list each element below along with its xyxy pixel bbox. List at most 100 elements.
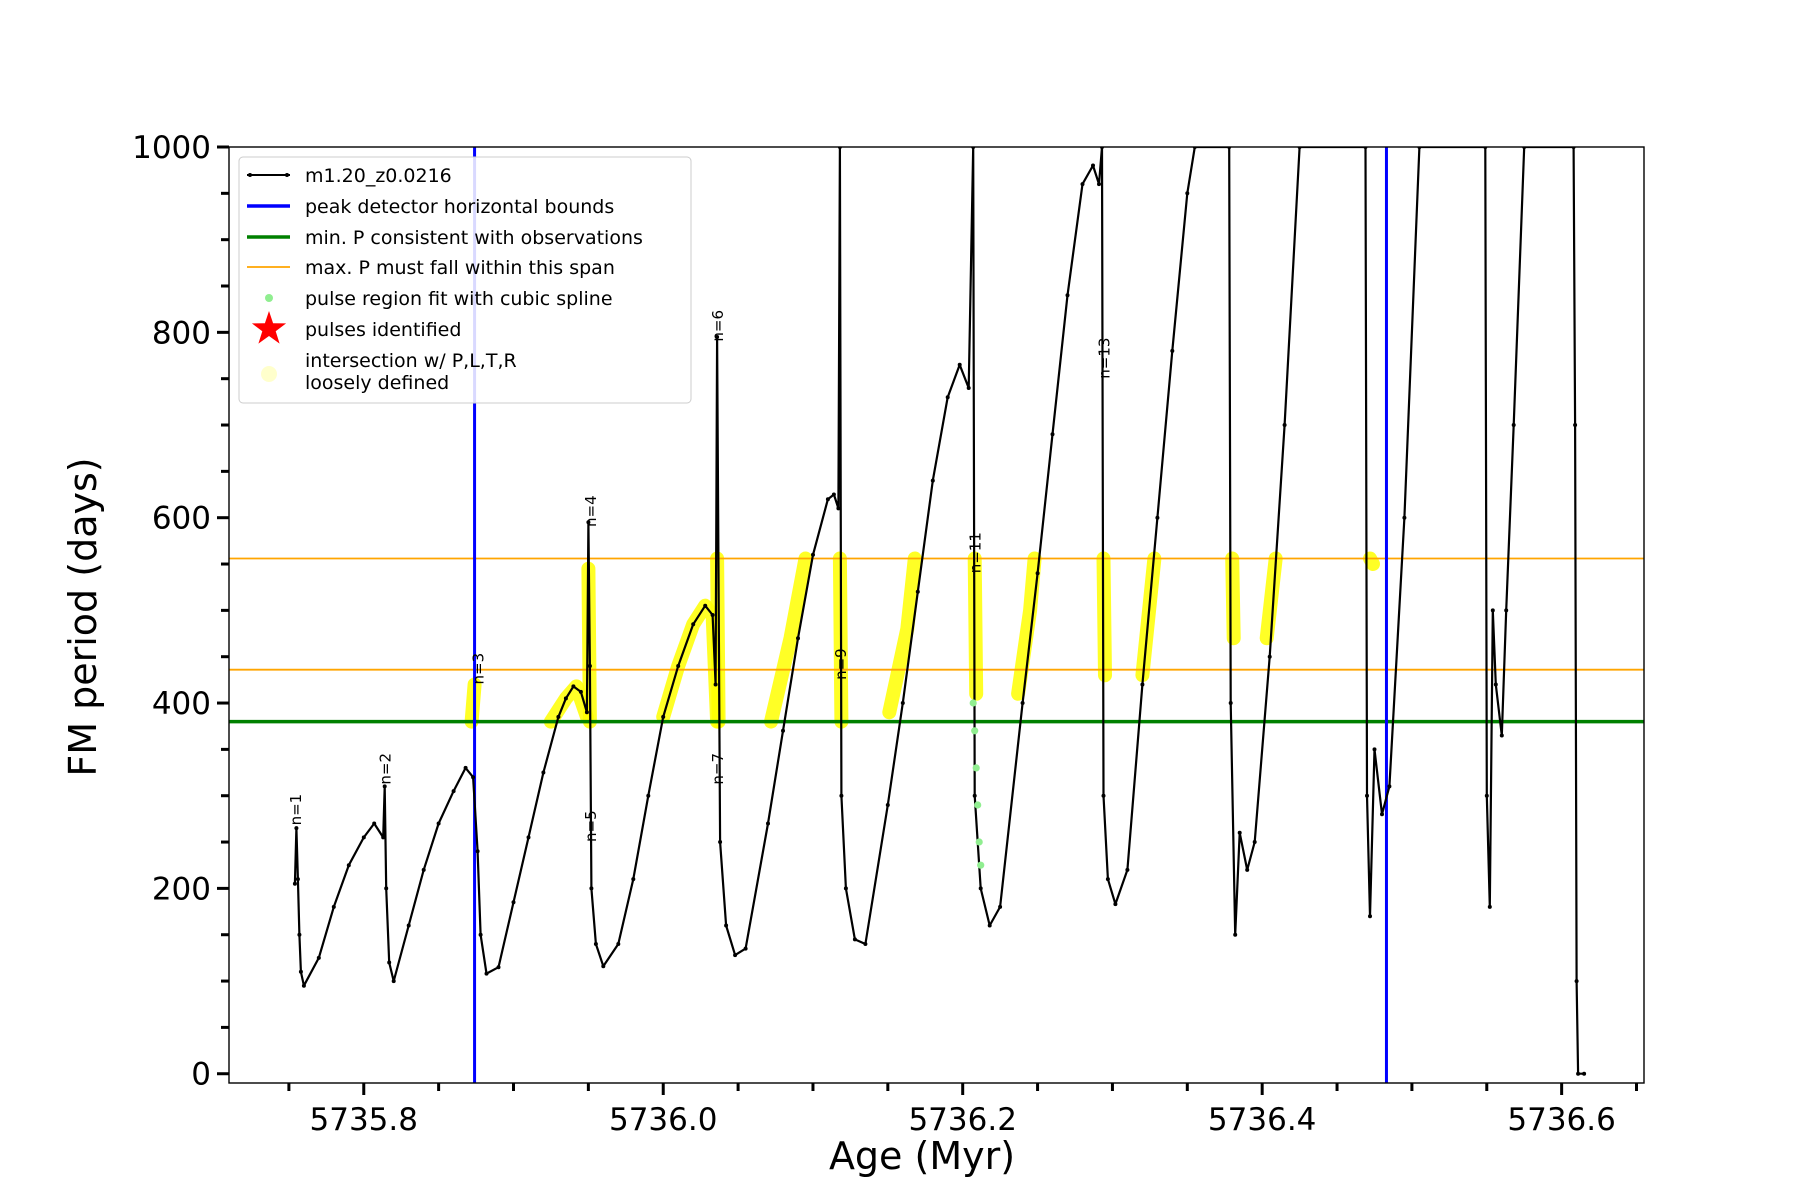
data-point	[406, 923, 411, 928]
data-point	[1237, 830, 1242, 835]
data-point	[661, 714, 666, 719]
data-point	[972, 793, 977, 798]
data-point	[836, 506, 841, 511]
data-point	[718, 840, 723, 844]
data-point	[316, 955, 321, 960]
data-point	[1487, 904, 1492, 909]
data-point	[331, 904, 336, 909]
spline-point	[975, 838, 983, 846]
data-point	[484, 971, 489, 976]
data-point	[616, 942, 621, 946]
legend-handle-marker	[248, 173, 252, 177]
plot-frame	[228, 146, 1645, 1084]
y-tick-label: 800	[152, 315, 211, 351]
spline-point	[977, 861, 985, 869]
data-point	[571, 684, 576, 689]
data-point	[586, 520, 591, 525]
data-point	[382, 784, 387, 789]
legend-box	[238, 156, 692, 404]
y-tick-label: 0	[191, 1057, 211, 1093]
data-point	[511, 900, 516, 905]
data-point	[295, 877, 300, 882]
pulse-annotation: n=3	[470, 653, 488, 685]
plot-area: n=1 n=2 n=3 n=4 n=5 n=6 n=7 n=9 n=11 n=13	[229, 147, 1644, 1083]
data-point	[1576, 1071, 1581, 1076]
data-point	[863, 942, 868, 946]
data-point	[556, 714, 561, 719]
data-point	[966, 386, 971, 390]
legend-label: pulses identified	[305, 319, 461, 341]
axes: 5735.8 5736.0 5736.2 5736.4 5736.6 0 200 400 600…	[132, 130, 1645, 1138]
data-point	[1050, 432, 1055, 437]
x-tick-label: 5736.2	[908, 1102, 1016, 1138]
y-tick-label: 1000	[132, 130, 211, 166]
data-point	[1267, 654, 1272, 659]
data-point	[496, 965, 501, 970]
data-point	[1511, 423, 1516, 427]
data-point	[1228, 701, 1233, 705]
data-point	[1372, 747, 1377, 752]
data-point	[1504, 608, 1509, 613]
data-point	[1493, 682, 1498, 687]
data-point	[978, 886, 983, 891]
data-point	[381, 835, 386, 840]
data-point	[1125, 867, 1130, 872]
data-point	[703, 603, 708, 608]
data-point	[1080, 182, 1085, 187]
data-point	[1574, 979, 1579, 984]
data-point	[593, 942, 598, 946]
data-point	[1582, 1071, 1587, 1076]
y-tick-label: 400	[152, 686, 211, 722]
data-point	[691, 622, 696, 627]
data-point	[471, 775, 476, 780]
data-point	[1035, 571, 1040, 576]
legend-label: loosely defined	[305, 372, 449, 394]
data-point	[1065, 293, 1070, 298]
data-point	[715, 335, 720, 339]
x-axis-label: Age (Myr)	[829, 1134, 1015, 1178]
data-point	[998, 904, 1003, 909]
data-point	[885, 803, 890, 807]
data-point	[478, 932, 483, 937]
x-tick-label: 5736.6	[1507, 1102, 1615, 1138]
data-point	[1097, 182, 1101, 187]
legend-handle	[265, 294, 273, 302]
data-point	[451, 789, 456, 794]
data-point	[346, 863, 351, 868]
data-point	[1282, 423, 1287, 427]
spline-point	[972, 764, 980, 772]
legend-entry: max. P must fall within this span	[247, 257, 615, 279]
data-point	[436, 821, 441, 826]
data-point	[1252, 840, 1257, 844]
data-point	[301, 983, 306, 988]
spline-point	[971, 727, 979, 735]
data-point	[825, 497, 830, 502]
data-point	[724, 923, 729, 928]
legend-label: pulse region fit with cubic spline	[305, 288, 613, 310]
pulse-annotation: n=1	[287, 794, 305, 826]
data-point	[421, 867, 426, 872]
data-point	[1573, 423, 1578, 427]
data-point	[1185, 191, 1190, 196]
yellow-intersection-14	[1363, 551, 1380, 571]
pulse-annotation: n=4	[582, 495, 600, 527]
data-point	[1387, 784, 1392, 789]
data-point	[852, 937, 857, 942]
legend-handle-marker	[285, 173, 289, 177]
y-axis-label: FM period (days)	[61, 457, 105, 776]
legend-label: max. P must fall within this span	[305, 257, 615, 279]
data-point	[1091, 163, 1095, 168]
data-point	[1380, 812, 1384, 817]
data-point	[710, 613, 715, 617]
legend-label: peak detector horizontal bounds	[305, 196, 614, 218]
data-point	[930, 478, 935, 483]
x-tick-label: 5736.0	[609, 1102, 717, 1138]
data-point	[1155, 515, 1160, 520]
data-point	[1484, 793, 1489, 798]
data-point	[1365, 793, 1369, 798]
spline-point	[974, 801, 982, 809]
data-point	[811, 552, 815, 557]
legend-entry: m1.20_z0.0216	[247, 165, 452, 187]
data-point	[646, 793, 651, 798]
data-point	[297, 932, 302, 937]
